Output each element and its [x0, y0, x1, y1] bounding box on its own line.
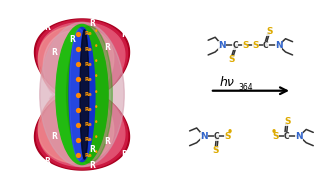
Polygon shape: [43, 31, 103, 99]
Text: Re: Re: [85, 122, 93, 127]
Polygon shape: [39, 22, 125, 167]
Text: S: S: [266, 27, 273, 36]
Text: •: •: [94, 42, 98, 51]
Ellipse shape: [40, 22, 124, 167]
Text: Re: Re: [85, 31, 93, 36]
Text: R: R: [144, 53, 150, 62]
Text: Re: Re: [85, 46, 93, 52]
Text: S: S: [284, 117, 291, 126]
Ellipse shape: [70, 29, 90, 160]
Text: C: C: [232, 41, 238, 50]
Text: C: C: [263, 41, 269, 50]
Text: R: R: [104, 137, 110, 146]
Text: R: R: [89, 145, 95, 154]
Text: C: C: [214, 132, 219, 141]
Text: N: N: [275, 41, 282, 50]
Polygon shape: [36, 20, 128, 169]
Text: Re: Re: [85, 62, 93, 67]
Ellipse shape: [67, 26, 112, 163]
Text: R: R: [9, 73, 14, 82]
Text: •: •: [94, 57, 98, 66]
Text: S: S: [228, 55, 235, 64]
Text: R: R: [52, 132, 58, 141]
Text: •: •: [270, 127, 276, 137]
Text: C: C: [284, 132, 289, 141]
Text: •: •: [94, 72, 98, 81]
Ellipse shape: [56, 24, 108, 165]
Text: R: R: [121, 150, 127, 159]
Text: •: •: [94, 27, 98, 36]
Text: Re: Re: [85, 153, 93, 158]
Ellipse shape: [61, 30, 108, 159]
Text: R: R: [44, 23, 50, 32]
Text: R: R: [89, 19, 95, 28]
Text: R: R: [44, 157, 50, 166]
Text: hν: hν: [220, 76, 235, 89]
Text: N: N: [200, 132, 208, 141]
Text: R: R: [144, 127, 150, 136]
Text: R: R: [150, 73, 155, 82]
Ellipse shape: [69, 27, 95, 162]
Text: S: S: [252, 41, 259, 50]
Text: R: R: [104, 43, 110, 52]
Text: Re: Re: [85, 137, 93, 143]
Text: •: •: [227, 127, 233, 137]
Text: S: S: [242, 41, 249, 50]
Text: R: R: [15, 40, 21, 49]
Ellipse shape: [80, 30, 89, 159]
Text: N: N: [296, 132, 303, 141]
Polygon shape: [71, 62, 93, 127]
Text: •: •: [94, 133, 98, 142]
Text: S: S: [212, 146, 218, 155]
Text: R: R: [89, 161, 95, 170]
Text: R: R: [121, 30, 127, 39]
Text: R: R: [15, 140, 21, 149]
Text: R: R: [69, 35, 75, 44]
Polygon shape: [38, 26, 114, 163]
Text: •: •: [94, 148, 98, 157]
Text: Re: Re: [85, 77, 93, 82]
Text: •: •: [94, 118, 98, 127]
Text: •: •: [94, 103, 98, 112]
Text: •: •: [94, 88, 98, 97]
Text: 364: 364: [239, 83, 253, 92]
Text: Re: Re: [85, 92, 93, 97]
Polygon shape: [34, 19, 130, 170]
Text: R: R: [150, 107, 155, 116]
Text: N: N: [218, 41, 226, 50]
Text: S: S: [224, 132, 231, 141]
Text: R: R: [9, 107, 14, 116]
Text: Re: Re: [85, 107, 93, 112]
Text: S: S: [272, 132, 279, 141]
Text: R: R: [52, 48, 58, 57]
